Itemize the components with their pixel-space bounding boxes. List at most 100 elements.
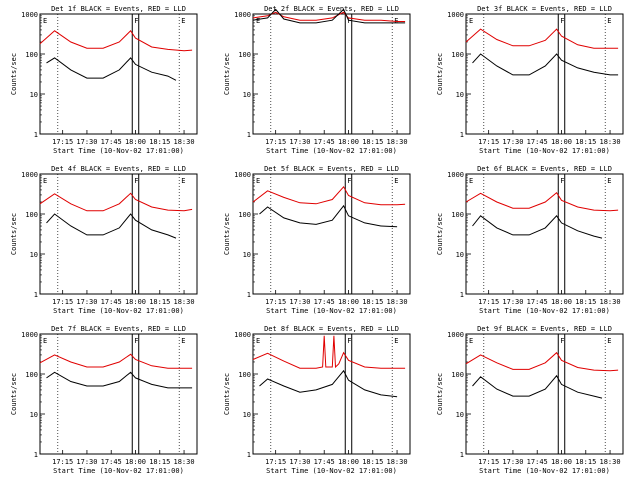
plot-frame	[39, 333, 198, 455]
y-tick-label: 10	[456, 251, 464, 259]
x-tick-label: 17:45	[314, 298, 335, 306]
chart-panel-2: Det 2f BLACK = Events, RED = LLD 1 10 100 10…	[223, 5, 411, 155]
y-tick-label: 100	[25, 51, 38, 59]
series-line-lld	[39, 353, 193, 369]
x-axis-label: Start Time (10-Nov-02 17:01:00)	[53, 467, 184, 475]
y-tick-label: 1	[460, 451, 464, 459]
y-tick-label: 100	[25, 211, 38, 219]
y-axis-label: Counts/sec	[223, 373, 231, 415]
chart-panel-3: Det 3f BLACK = Events, RED = LLD 1 10 100 10…	[436, 5, 624, 155]
y-tick-label: 100	[451, 51, 464, 59]
y-tick-label: 1000	[447, 11, 464, 19]
y-tick-label: 1	[34, 291, 38, 299]
series-line-lld	[252, 11, 406, 22]
x-tick-label: 18:00	[338, 138, 359, 146]
x-tick-label: 18:00	[125, 138, 146, 146]
y-tick-label: 1000	[447, 331, 464, 339]
x-tick-label: 18:00	[338, 298, 359, 306]
x-axis-label: Start Time (10-Nov-02 17:01:00)	[479, 147, 610, 155]
x-tick-label: 18:30	[174, 298, 195, 306]
x-tick-label: 18:15	[575, 138, 596, 146]
y-axis-label: Counts/sec	[436, 213, 444, 255]
flare-box	[344, 173, 353, 295]
x-tick-label: 17:30	[502, 458, 523, 466]
flare-box	[131, 13, 140, 135]
x-tick-label: 18:30	[387, 458, 408, 466]
x-tick-label: 17:15	[478, 138, 499, 146]
y-axis-label: Counts/sec	[436, 373, 444, 415]
y-tick-label: 100	[238, 51, 251, 59]
x-tick-label: 17:45	[101, 138, 122, 146]
y-tick-label: 1000	[21, 11, 38, 19]
marker-label-f: F	[560, 177, 564, 185]
chart-title: Det 5f BLACK = Events, RED = LLD	[264, 165, 399, 173]
marker-label-e-end: E	[607, 177, 611, 185]
plot-frame	[252, 13, 411, 135]
x-tick-label: 18:00	[125, 458, 146, 466]
plot-frame	[252, 173, 411, 295]
marker-label-e-start: E	[256, 337, 260, 345]
marker-label-f: F	[347, 337, 351, 345]
flare-box	[131, 173, 140, 295]
x-tick-label: 17:30	[76, 458, 97, 466]
marker-label-e-end: E	[607, 17, 611, 25]
marker-label-e-start: E	[43, 337, 47, 345]
chart-panel-7: Det 7f BLACK = Events, RED = LLD 1 10 100 10…	[10, 325, 198, 475]
chart-title: Det 7f BLACK = Events, RED = LLD	[51, 325, 186, 333]
marker-label-e-start: E	[469, 337, 473, 345]
x-axis-label: Start Time (10-Nov-02 17:01:00)	[53, 147, 184, 155]
x-tick-label: 17:45	[527, 138, 548, 146]
x-tick-label: 17:15	[478, 298, 499, 306]
x-tick-label: 17:30	[76, 138, 97, 146]
y-tick-label: 10	[30, 251, 38, 259]
x-tick-label: 18:15	[149, 138, 170, 146]
flare-box	[557, 173, 566, 295]
marker-label-e-start: E	[469, 17, 473, 25]
x-tick-label: 18:30	[600, 458, 621, 466]
x-tick-label: 18:00	[551, 298, 572, 306]
x-tick-label: 17:30	[289, 138, 310, 146]
y-tick-label: 1	[247, 291, 251, 299]
series-line-events	[252, 8, 406, 24]
x-tick-label: 18:15	[149, 298, 170, 306]
y-tick-label: 100	[25, 371, 38, 379]
y-tick-label: 1	[34, 131, 38, 139]
chart-panel-6: Det 6f BLACK = Events, RED = LLD 1 10 100 10…	[436, 165, 624, 315]
plot-frame	[39, 13, 198, 135]
x-tick-label: 18:30	[387, 298, 408, 306]
chart-title: Det 6f BLACK = Events, RED = LLD	[477, 165, 612, 173]
x-tick-label: 18:15	[362, 138, 383, 146]
x-axis-label: Start Time (10-Nov-02 17:01:00)	[266, 147, 397, 155]
y-tick-label: 10	[243, 411, 251, 419]
chart-title: Det 8f BLACK = Events, RED = LLD	[264, 325, 399, 333]
y-tick-label: 1000	[234, 171, 251, 179]
marker-label-f: F	[134, 17, 138, 25]
x-axis-label: Start Time (10-Nov-02 17:01:00)	[479, 307, 610, 315]
series-line-events	[46, 371, 193, 389]
y-axis-label: Counts/sec	[223, 53, 231, 95]
plot-frame	[465, 173, 624, 295]
marker-label-e-start: E	[256, 177, 260, 185]
y-axis-label: Counts/sec	[10, 373, 18, 415]
flare-box	[557, 13, 566, 135]
x-tick-label: 18:15	[362, 458, 383, 466]
x-axis-label: Start Time (10-Nov-02 17:01:00)	[479, 467, 610, 475]
x-tick-label: 17:30	[502, 138, 523, 146]
x-tick-label: 17:30	[502, 298, 523, 306]
x-tick-label: 17:15	[52, 138, 73, 146]
series-line-lld	[252, 185, 406, 206]
y-tick-label: 10	[456, 91, 464, 99]
y-tick-label: 10	[456, 411, 464, 419]
chart-title: Det 9f BLACK = Events, RED = LLD	[477, 325, 612, 333]
x-tick-label: 18:30	[600, 138, 621, 146]
y-tick-label: 10	[243, 251, 251, 259]
series-line-lld	[465, 28, 619, 49]
series-line-events	[46, 213, 177, 239]
chart-panel-8: Det 8f BLACK = Events, RED = LLD 1 10 100 10…	[223, 325, 411, 475]
x-tick-label: 17:15	[52, 298, 73, 306]
x-tick-label: 17:30	[289, 298, 310, 306]
marker-label-e-start: E	[469, 177, 473, 185]
x-tick-label: 17:45	[101, 298, 122, 306]
y-tick-label: 1	[34, 451, 38, 459]
chart-title: Det 1f BLACK = Events, RED = LLD	[51, 5, 186, 13]
